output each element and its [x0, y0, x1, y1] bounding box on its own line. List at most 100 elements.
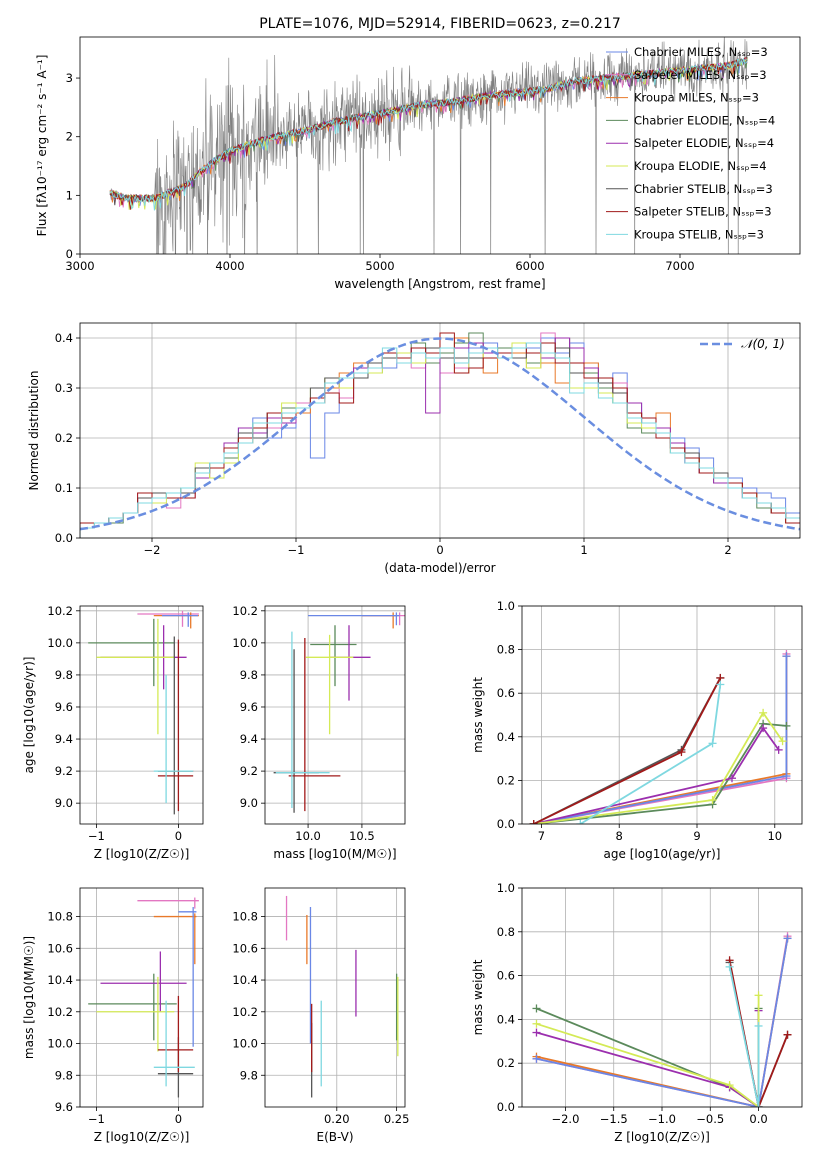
weight-line	[536, 938, 789, 1107]
axes-weight_vs_z: −2.0 −1.5 −1.0 −0.5 0.0 0.0 0.2 0.4 0.6 0.8 1.0 Z […	[471, 881, 803, 1144]
weight-marker	[532, 1004, 541, 1013]
y-tick-label: 10.4	[232, 973, 258, 987]
histogram-step	[80, 342, 800, 538]
y-tick-label: 3	[66, 71, 73, 85]
error-cross	[153, 913, 197, 965]
weight-line	[536, 1007, 760, 1107]
y-tick-label: 10.0	[232, 1037, 258, 1051]
y-tick-label: 9.8	[55, 1068, 73, 1082]
plot-area	[80, 332, 800, 538]
y-axis-label: mass [log10(M/M☉)]	[22, 936, 36, 1059]
error-cross	[100, 951, 187, 1012]
x-axis-label: Z [log10(Z/Z☉)]	[94, 847, 190, 861]
x-axis-label: mass [log10(M/M☉)]	[273, 847, 396, 861]
y-tick-label: 10.0	[47, 1037, 73, 1051]
y-tick-label: 1	[66, 188, 73, 202]
weight-marker	[782, 772, 791, 781]
axes-frame: 10.0 10.5 9.0 9.2 9.4 9.6 9.8 10.0 10.2 mass [log…	[232, 604, 406, 861]
legend-entry: Kroupa MILES, Nₛₛₚ=3	[634, 91, 759, 105]
weight-marker	[778, 737, 787, 746]
error-cross	[162, 612, 199, 627]
axes-frame: −1 0 9.6 9.8 10.0 10.2 10.4 10.6 10.8 Z [log10(Z/…	[22, 887, 204, 1144]
plot-area	[88, 610, 199, 815]
error-cross	[308, 612, 400, 626]
x-tick-label: 2	[724, 543, 731, 557]
x-tick-label: 1	[580, 543, 587, 557]
y-tick-label: 9.0	[55, 796, 73, 810]
y-tick-label: 0.0	[55, 531, 73, 545]
y-tick-label: 10.2	[47, 604, 73, 618]
weight-marker	[708, 796, 717, 805]
y-tick-label: 9.8	[240, 1068, 258, 1082]
y-tick-label: 10.6	[232, 941, 258, 955]
x-axis-label: Z [log10(Z/Z☉)]	[94, 1130, 190, 1144]
plot-area	[109, 37, 748, 254]
error-cross	[329, 625, 371, 701]
x-tick-label: 7	[538, 829, 545, 843]
weight-marker	[532, 1028, 541, 1037]
error-cross	[153, 612, 199, 629]
legend-entry: Salpeter ELODIE, Nₛₛₚ=4	[634, 136, 774, 150]
error-cross	[137, 897, 199, 909]
x-tick-label: 0.20	[324, 1112, 350, 1126]
x-tick-label: 0.0	[749, 1112, 767, 1126]
x-tick-label: 0	[175, 1112, 182, 1126]
x-axis-label: age [log10(age/yr)]	[604, 847, 721, 861]
axes-border	[264, 605, 406, 825]
y-tick-label: 10.0	[47, 636, 73, 650]
axes-spectrum: 3000 4000 5000 6000 7000 0 1 2 3 wavelength [Angs…	[35, 16, 801, 291]
x-axis-label: Z [log10(Z/Z☉)]	[614, 1130, 710, 1144]
weight-line	[533, 711, 784, 824]
y-tick-label: 9.4	[240, 732, 258, 746]
x-axis-label: E(B-V)	[316, 1130, 353, 1144]
error-cross	[137, 610, 199, 627]
error-cross	[88, 618, 175, 687]
weight-marker	[725, 962, 734, 971]
y-tick-label: 9.6	[240, 700, 258, 714]
weight-marker	[532, 1054, 541, 1063]
plot-area	[273, 612, 405, 813]
weight-marker	[728, 774, 736, 783]
axes-frame: 0.20 0.25 9.8 10.0 10.2 10.4 10.6 10.8 E(B-V)	[232, 887, 409, 1144]
error-cross	[275, 631, 330, 808]
weight-marker	[532, 1019, 541, 1028]
y-tick-label: 1.0	[497, 599, 515, 613]
y-tick-label: 10.2	[47, 1005, 73, 1019]
y-axis-label: Flux [fλ10⁻¹⁷ erg cm⁻² s⁻¹ A⁻¹]	[35, 55, 49, 237]
axes-frame: −2 −1 0 1 2 0.0 0.1 0.2 0.3 0.4 (data-model)/error…	[27, 322, 801, 575]
axes-weight_vs_age: 7 8 9 10 0.0 0.2 0.4 0.6 0.8 1.0 age [log10(age/yr…	[471, 599, 803, 861]
y-tick-label: 0.0	[497, 817, 515, 831]
plot-area	[88, 897, 199, 1098]
weight-marker	[774, 745, 783, 754]
weight-marker	[529, 820, 538, 824]
weight-marker	[754, 991, 763, 1000]
y-tick-label: 9.8	[55, 668, 73, 682]
y-tick-label: 0	[66, 247, 73, 261]
x-tick-label: 5000	[365, 259, 394, 273]
x-tick-label: −2	[144, 543, 161, 557]
y-tick-label: 0.8	[497, 925, 515, 939]
y-tick-label: 9.2	[240, 764, 258, 778]
error-cross	[153, 1000, 195, 1087]
plot-area	[285, 895, 399, 1098]
x-axis-label: (data-model)/error	[384, 561, 495, 575]
weight-marker	[782, 721, 791, 730]
y-tick-label: 2	[66, 130, 73, 144]
error-cross	[88, 973, 177, 1041]
y-tick-label: 9.6	[55, 700, 73, 714]
y-tick-label: 0.8	[497, 643, 515, 657]
error-cross	[305, 634, 354, 735]
x-tick-label: 3000	[65, 259, 94, 273]
x-tick-label: 10	[767, 829, 782, 843]
legend-entry: 𝒩(0, 1)	[741, 337, 785, 351]
weight-line	[533, 722, 787, 824]
x-tick-label: −1	[88, 1112, 105, 1126]
y-tick-label: 0.2	[55, 431, 73, 445]
axes-frame: −2.0 −1.5 −1.0 −0.5 0.0 0.0 0.2 0.4 0.6 0.8 1.0 Z […	[471, 881, 803, 1144]
y-tick-label: 0.1	[55, 481, 73, 495]
error-cross	[157, 995, 194, 1073]
error-cross	[157, 639, 194, 812]
y-axis-label: Normed distribution	[27, 371, 41, 491]
x-tick-label: 4000	[215, 259, 244, 273]
